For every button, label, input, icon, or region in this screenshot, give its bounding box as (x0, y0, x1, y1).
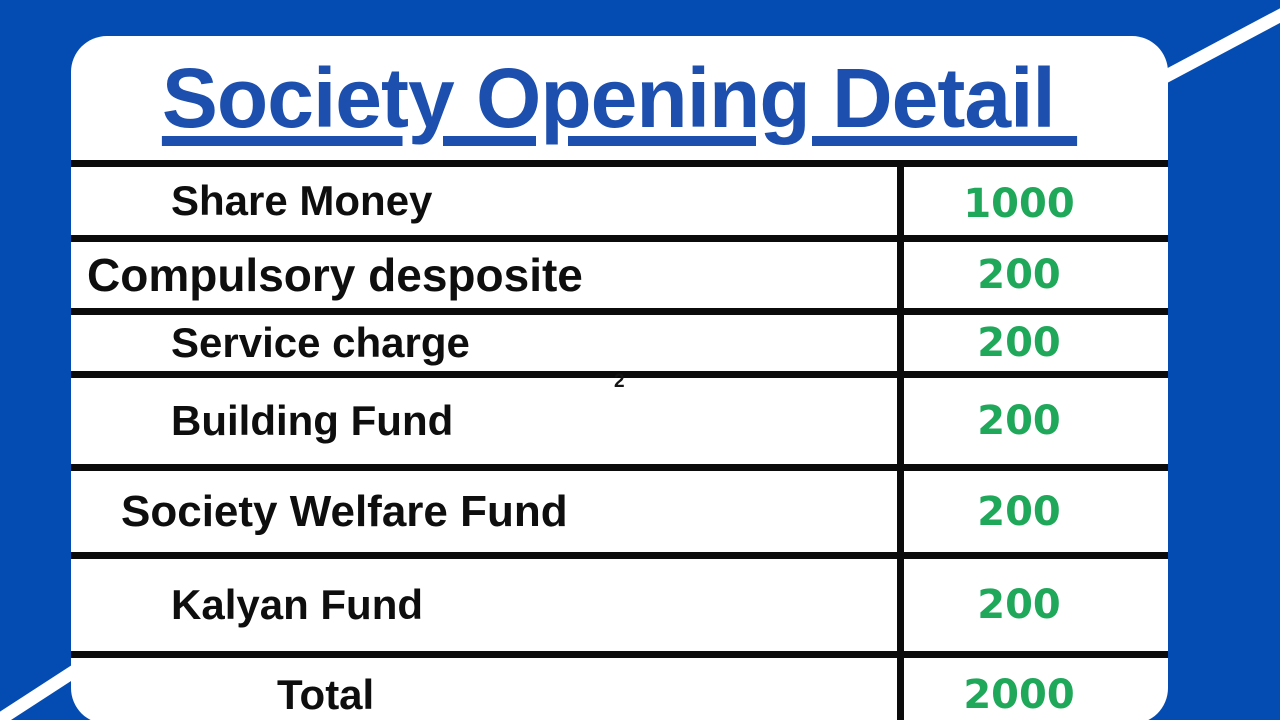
row-value: 200 (977, 582, 1061, 628)
table-row: Kalyan Fund 200 (71, 559, 1168, 658)
row-value: 200 (977, 488, 1061, 535)
table-row-total: Total 2000 (71, 658, 1168, 720)
table-row: Service charge 200 (71, 315, 1168, 378)
row-label: Kalyan Fund (71, 559, 904, 651)
title-band: Society Opening Detail (71, 36, 1168, 160)
stray-mark: 2 (614, 371, 625, 392)
table-row: Share Money 1000 (71, 167, 1168, 242)
row-value: 200 (977, 252, 1061, 298)
page-title: Society Opening Detail (161, 51, 1078, 145)
opening-detail-table: Share Money 1000 Compulsory desposite 20… (71, 160, 1168, 720)
table-row: Building Fund 200 (71, 378, 1168, 471)
diagonal-accent-line-top-right (1154, 0, 1280, 87)
row-label: Total (71, 658, 904, 720)
row-label: Society Welfare Fund (71, 471, 904, 552)
row-label: Building Fund (71, 378, 904, 464)
content-card: Society Opening Detail Share Money 1000 … (71, 36, 1168, 720)
table-row: Society Welfare Fund 200 (71, 471, 1168, 559)
row-label: Compulsory desposite (71, 242, 904, 308)
row-value: 1000 (963, 181, 1075, 227)
table-row: Compulsory desposite 200 (71, 242, 1168, 315)
row-value: 2000 (963, 671, 1075, 718)
row-value: 200 (977, 398, 1061, 444)
row-value: 200 (977, 320, 1061, 366)
row-label: Share Money (71, 167, 904, 235)
row-label: Service charge (71, 315, 904, 371)
